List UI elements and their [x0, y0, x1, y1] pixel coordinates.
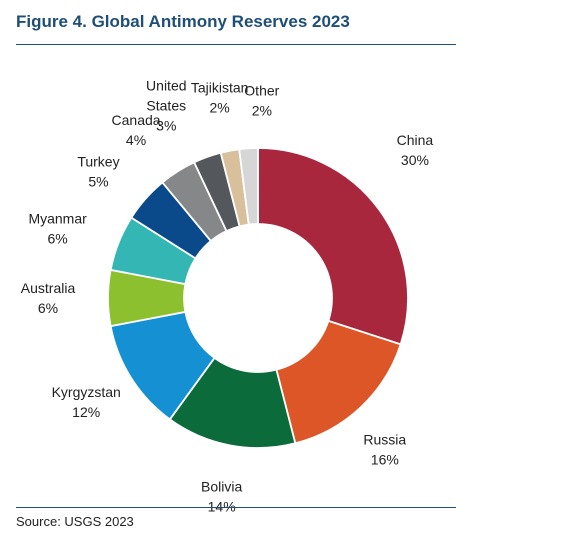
label-bolivia: Bolivia 14%	[201, 479, 242, 515]
label-turkey: Turkey 5%	[77, 154, 119, 190]
label-other: Other 2%	[244, 82, 279, 118]
slice-other	[238, 147, 259, 226]
label-united-states: United States 3%	[146, 77, 186, 133]
slice-china	[257, 147, 409, 346]
source-divider	[16, 507, 456, 508]
slice-russia	[275, 319, 402, 445]
source-note: Source: USGS 2023	[16, 514, 134, 529]
chart-title: Figure 4. Global Antimony Reserves 2023	[16, 12, 350, 31]
label-myanmar: Myanmar 6%	[28, 211, 87, 247]
label-kyrgyzstan: Kyrgyzstan 12%	[52, 384, 121, 420]
title-divider	[16, 44, 456, 45]
donut-slices	[107, 147, 409, 449]
label-china: China 30%	[397, 132, 434, 168]
label-tajikistan: Tajikistan 2%	[191, 79, 249, 115]
label-russia: Russia 16%	[363, 431, 406, 467]
slice-labels: China 30% Russia 16% Bolivia 14% Kyrgyzstan 12%…	[21, 77, 434, 514]
label-australia: Australia 6%	[21, 280, 76, 316]
label-canada: Canada 4%	[112, 112, 161, 148]
